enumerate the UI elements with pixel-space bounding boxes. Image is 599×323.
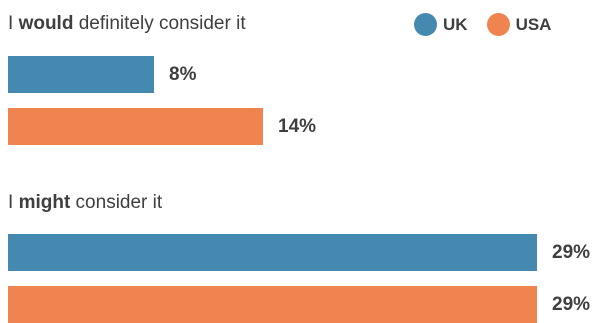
legend-item-usa: USA (486, 13, 552, 36)
bar-usa-2 (8, 286, 537, 323)
bar-uk-2 (8, 234, 537, 271)
group-title-bold: would (18, 13, 74, 34)
bar-value-uk-2: 29% (552, 242, 591, 263)
group-title-suffix: definitely consider it (73, 13, 246, 34)
legend-swatch-uk (414, 13, 437, 36)
legend-swatch-usa (486, 13, 510, 36)
group-title-would: I would definitely consider it (8, 14, 246, 33)
legend-label-usa: USA (515, 14, 552, 34)
legend-label-uk: UK (443, 14, 468, 34)
group-title-bold: might (18, 192, 71, 213)
bar-usa-1 (8, 108, 263, 145)
group-title-prefix: I (8, 13, 19, 34)
group-title-might: I might consider it (8, 193, 162, 212)
bar-value-usa-2: 29% (552, 294, 591, 315)
legend-item-uk: UK (414, 13, 468, 36)
legend: UK USA (414, 13, 570, 36)
group-title-prefix: I (8, 192, 19, 213)
bar-value-usa-1: 14% (278, 116, 317, 137)
group-title-suffix: consider it (70, 192, 163, 213)
bar-uk-1 (8, 56, 154, 93)
bar-value-uk-1: 8% (169, 64, 197, 85)
